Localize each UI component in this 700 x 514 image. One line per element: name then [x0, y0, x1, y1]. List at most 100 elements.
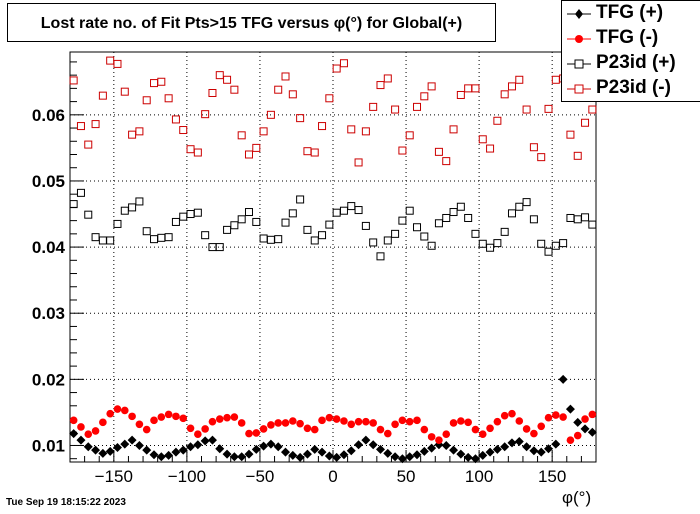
data-point — [106, 409, 114, 418]
data-point — [259, 441, 269, 451]
data-point — [464, 213, 473, 222]
data-point — [142, 425, 151, 434]
data-point — [376, 425, 385, 434]
data-point — [340, 417, 348, 425]
data-point — [288, 209, 297, 218]
data-point — [229, 452, 239, 462]
data-point — [486, 144, 495, 153]
data-point — [215, 444, 225, 454]
data-point — [398, 146, 407, 155]
data-point — [259, 234, 268, 243]
data-point — [507, 82, 516, 91]
data-point — [471, 425, 480, 434]
data-point — [478, 135, 487, 144]
legend-entry-tfg-minus: TFG (-) — [562, 26, 700, 51]
data-point — [588, 220, 597, 229]
data-point — [223, 75, 232, 84]
legend-label: P23id (+) — [596, 52, 676, 73]
data-point — [318, 416, 326, 425]
data-point — [383, 236, 392, 245]
data-point — [514, 437, 524, 446]
data-point — [76, 122, 85, 131]
data-point — [194, 430, 202, 439]
data-point — [405, 452, 415, 462]
legend: TFG (+) TFG (-) P23id (+) P23id (-) — [561, 0, 700, 102]
y-tick-label: 0.05 — [32, 172, 65, 191]
grid-lines — [70, 52, 596, 462]
data-points — [69, 56, 597, 464]
data-point — [230, 85, 239, 94]
data-point — [529, 215, 538, 224]
data-point — [289, 417, 297, 425]
data-point — [324, 451, 334, 461]
data-point — [332, 415, 341, 423]
data-point — [383, 74, 392, 83]
data-point — [434, 147, 443, 156]
data-point — [164, 410, 173, 419]
data-point — [215, 71, 224, 80]
data-point — [318, 231, 327, 240]
data-point — [237, 419, 246, 427]
data-point — [362, 417, 370, 426]
data-point — [478, 239, 487, 248]
data-point — [251, 444, 261, 454]
data-point — [252, 429, 261, 437]
data-point — [113, 405, 122, 413]
data-point — [413, 223, 422, 232]
data-point — [493, 239, 502, 248]
data-point — [566, 130, 575, 139]
chart-title: Lost rate no. of Fit Pts>15 TFG versus φ… — [7, 3, 496, 42]
data-point — [442, 213, 451, 222]
data-point — [537, 153, 546, 162]
legend-entry-tfg-plus: TFG (+) — [562, 1, 700, 26]
data-point — [354, 206, 363, 215]
data-point — [164, 233, 173, 242]
data-point — [296, 114, 305, 123]
axis-ticks — [70, 61, 582, 462]
legend-marker-filled-circle-icon — [567, 35, 591, 43]
data-point — [588, 105, 597, 114]
data-point — [120, 406, 129, 415]
data-point — [281, 218, 290, 227]
x-tick-label: −100 — [168, 467, 206, 486]
timestamp-footer: Tue Sep 19 18:15:22 2023 — [6, 497, 126, 508]
data-point — [274, 85, 283, 94]
data-point — [245, 429, 253, 438]
data-point — [376, 81, 385, 90]
data-point — [325, 413, 334, 422]
data-point — [464, 418, 472, 427]
data-point — [91, 233, 100, 242]
data-point — [500, 411, 509, 420]
data-point — [507, 438, 517, 448]
data-point — [69, 429, 79, 439]
data-point — [573, 431, 582, 440]
data-point — [427, 82, 436, 91]
data-point — [369, 238, 378, 247]
data-point — [208, 89, 217, 97]
data-point — [84, 210, 93, 219]
data-point — [492, 444, 502, 454]
data-point — [573, 151, 582, 160]
data-point — [544, 104, 553, 113]
data-point — [193, 208, 202, 217]
data-point — [587, 427, 597, 437]
data-point — [456, 449, 466, 459]
data-point — [281, 419, 290, 427]
data-point — [113, 219, 122, 228]
data-point — [296, 419, 304, 428]
data-point — [457, 417, 465, 425]
data-point — [361, 435, 371, 445]
data-point — [442, 157, 451, 166]
data-point — [529, 446, 539, 456]
tick-labels: −150 −100 −50 0 50 100 150 0.01 0.02 0.03 0.04 0.05… — [32, 106, 566, 486]
data-point — [91, 120, 100, 129]
series-tfg — [69, 405, 597, 444]
data-point — [237, 215, 246, 224]
data-point — [530, 429, 538, 438]
data-point — [500, 90, 509, 99]
data-point — [413, 416, 421, 425]
data-point — [274, 419, 283, 427]
data-point — [128, 203, 137, 212]
data-point — [200, 436, 210, 446]
